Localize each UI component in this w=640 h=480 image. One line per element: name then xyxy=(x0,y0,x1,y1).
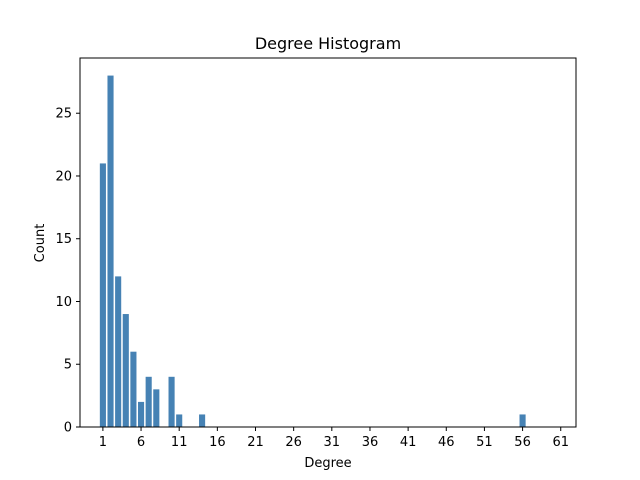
y-axis-ticks: 0 5 10 15 20 25 xyxy=(55,107,80,436)
bar-degree-11 xyxy=(176,414,183,427)
x-tick-label: 46 xyxy=(438,435,455,450)
x-tick-label: 1 xyxy=(99,435,107,450)
y-tick-label: 10 xyxy=(55,295,72,310)
y-tick-label: 5 xyxy=(64,358,72,373)
y-tick-label: 20 xyxy=(55,169,72,184)
y-tick-label: 25 xyxy=(55,107,72,122)
bar-degree-14 xyxy=(199,414,206,427)
y-axis-label: Count xyxy=(33,224,48,263)
x-axis-ticks: 1 6 11 16 21 26 31 36 41 46 51 56 61 xyxy=(99,427,569,450)
bar-degree-56 xyxy=(519,414,526,427)
x-tick-label: 41 xyxy=(400,435,417,450)
x-tick-label: 16 xyxy=(209,435,226,450)
bar-degree-8 xyxy=(153,389,160,427)
x-tick-label: 26 xyxy=(285,435,302,450)
x-tick-label: 6 xyxy=(137,435,145,450)
bar-degree-6 xyxy=(137,401,145,427)
bar-degree-10 xyxy=(168,376,175,427)
x-tick-label: 61 xyxy=(552,435,569,450)
x-axis-label: Degree xyxy=(304,456,351,471)
bar-degree-1 xyxy=(99,163,106,427)
x-tick-label: 11 xyxy=(171,435,188,450)
chart-title: Degree Histogram xyxy=(255,34,401,53)
bar-degree-7 xyxy=(145,376,152,427)
plot-frame xyxy=(79,57,577,428)
bars-group xyxy=(99,75,526,428)
x-tick-label: 56 xyxy=(514,435,531,450)
y-tick-label: 0 xyxy=(64,421,72,436)
x-tick-label: 31 xyxy=(324,435,341,450)
x-tick-label: 51 xyxy=(476,435,493,450)
bar-degree-4 xyxy=(122,314,129,427)
x-tick-label: 21 xyxy=(247,435,264,450)
bar-degree-5 xyxy=(130,351,137,427)
bar-degree-2 xyxy=(107,75,114,428)
x-tick-label: 36 xyxy=(362,435,379,450)
bar-degree-3 xyxy=(115,276,122,427)
y-tick-label: 15 xyxy=(55,232,72,247)
